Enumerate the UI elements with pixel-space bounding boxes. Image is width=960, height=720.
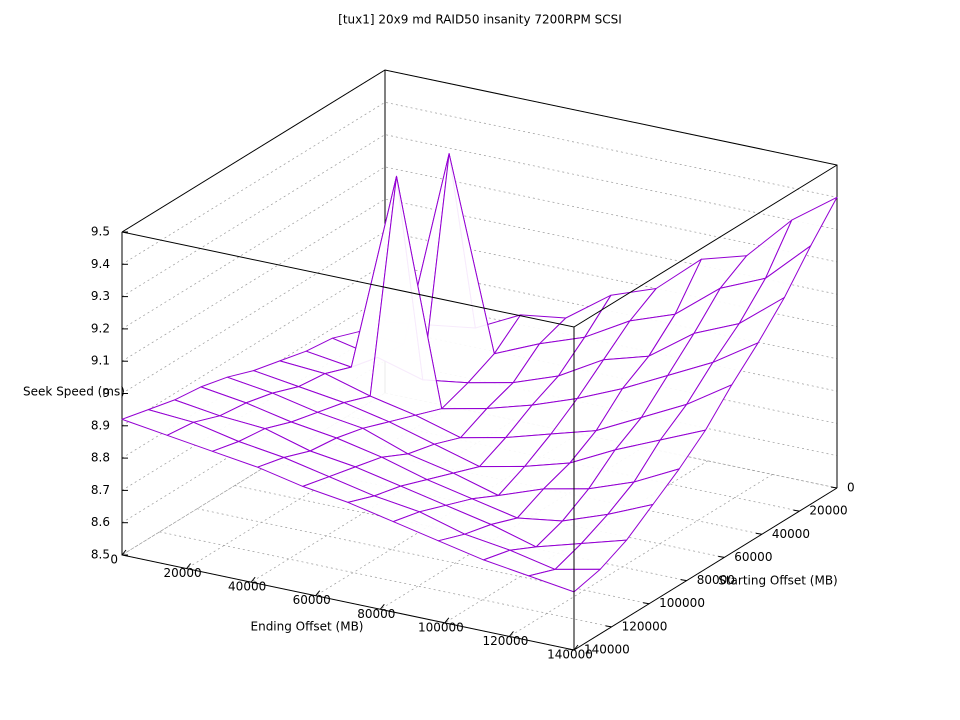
x-tick	[121, 549, 127, 556]
y-tick-label: 60000	[734, 550, 772, 564]
y-tick	[567, 648, 575, 651]
grid-line	[121, 69, 838, 233]
grid-line	[121, 101, 838, 265]
x-axis-label: Ending Offset (MB)	[251, 620, 364, 634]
x-tick	[379, 603, 385, 610]
grid-line	[121, 166, 838, 330]
y-tick-label: 120000	[622, 619, 668, 633]
y-tick-label: 40000	[772, 527, 810, 541]
y-tick	[643, 602, 650, 605]
x-tick	[250, 576, 256, 583]
x-tick	[509, 631, 514, 637]
x-tick-label: 100000	[418, 620, 464, 634]
y-axis-label: Starting Offset (MB)	[718, 574, 838, 588]
grid-line	[121, 134, 838, 297]
z-tick-label: 8.8	[91, 451, 110, 465]
y-tick-label: 20000	[809, 504, 847, 518]
y-tick	[830, 486, 838, 489]
z-tick-label: 8.6	[91, 515, 110, 529]
y-tick	[718, 555, 725, 558]
chart-title: [tux1] 20x9 md RAID50 insanity 7200RPM S…	[338, 13, 622, 27]
grid-line	[159, 531, 612, 628]
x-tick-label: 0	[110, 553, 118, 567]
grid-line	[197, 508, 650, 605]
y-tick	[605, 625, 612, 628]
y-tick-label: 0	[847, 481, 855, 495]
x-tick-label: 140000	[547, 648, 593, 662]
x-tick-label: 60000	[293, 593, 331, 607]
x-tick	[186, 563, 191, 569]
y-tick-label: 80000	[697, 573, 735, 587]
x-tick-label: 120000	[483, 634, 529, 648]
y-tick	[793, 509, 800, 512]
z-tick-label: 8.7	[91, 483, 110, 497]
z-tick-label: 9.3	[91, 289, 110, 303]
x-tick-label: 80000	[357, 607, 395, 621]
z-axis-label: Seek Speed (ms)	[23, 385, 125, 399]
box-edge	[121, 164, 838, 328]
z-tick-label: 8.5	[91, 548, 110, 562]
y-tick-label: 140000	[584, 643, 630, 657]
z-tick-label: 9	[102, 386, 110, 400]
x-tick	[444, 617, 450, 624]
z-tick-label: 9.1	[91, 354, 110, 368]
grid-line	[509, 474, 773, 637]
z-tick-label: 9.4	[91, 257, 110, 271]
x-tick-label: 20000	[163, 566, 201, 580]
z-tick-label: 8.9	[91, 418, 110, 432]
grid-line	[121, 198, 838, 362]
y-tick	[755, 532, 762, 535]
box-edge	[121, 69, 838, 488]
z-tick-label: 9.5	[91, 225, 110, 239]
x-tick-label: 40000	[228, 580, 266, 594]
z-tick-label: 9.2	[91, 321, 110, 335]
x-tick	[573, 644, 579, 651]
x-tick	[315, 590, 321, 597]
y-tick-label: 100000	[659, 596, 705, 610]
y-tick	[680, 579, 687, 582]
